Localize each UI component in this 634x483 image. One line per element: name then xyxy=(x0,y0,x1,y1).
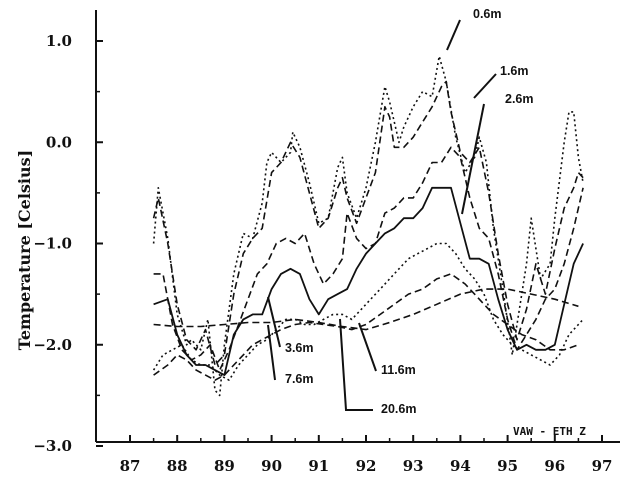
series-label: 3.6m xyxy=(285,341,314,355)
credit-label: VAW - ETH Z xyxy=(513,425,586,438)
series-line-2-6m xyxy=(154,147,583,370)
series-label: 20.6m xyxy=(381,402,416,416)
series-line-1-6m xyxy=(154,82,583,366)
x-tick-label: 95 xyxy=(497,457,518,475)
series-label: 11.6m xyxy=(381,363,416,377)
y-tick-label: −2.0 xyxy=(33,336,72,354)
x-tick-label: 88 xyxy=(167,457,188,475)
leader-line xyxy=(447,20,460,50)
series-label: 0.6m xyxy=(473,7,502,21)
y-axis-label: Temperature [Celsius] xyxy=(15,150,34,350)
series-lines xyxy=(154,56,583,395)
x-tick-label: 89 xyxy=(214,457,235,475)
series-label: 1.6m xyxy=(500,64,529,78)
series-line-20-6m xyxy=(154,289,579,330)
leader-line xyxy=(359,323,376,371)
y-tick-label: −3.0 xyxy=(33,437,72,455)
x-tick-label: 87 xyxy=(120,457,141,475)
leader-line xyxy=(474,74,496,98)
axes: 1.0 0.0 −1.0 −2.0 −3.0 87 88 89 90 91 92 93 94 95 96 97 xyxy=(33,10,620,475)
y-tick-label: −1.0 xyxy=(33,235,72,253)
leader-line xyxy=(462,104,484,214)
leader-line xyxy=(340,319,373,410)
x-tick-label: 92 xyxy=(356,457,377,475)
x-tick-label: 97 xyxy=(592,457,613,475)
series-label: 2.6m xyxy=(505,92,534,106)
x-tick-label: 94 xyxy=(450,457,471,475)
x-tick-label: 96 xyxy=(544,457,565,475)
y-tick-label: 0.0 xyxy=(46,133,72,151)
series-labels: 0.6m 1.6m 2.6m 3.6m 7.6m 11.6m 20.6m xyxy=(268,7,534,416)
x-tick-label: 93 xyxy=(403,457,424,475)
x-tick-label: 91 xyxy=(308,457,329,475)
series-line-0-6m xyxy=(154,56,583,395)
x-tick-label: 90 xyxy=(261,457,282,475)
y-tick-label: 1.0 xyxy=(46,32,72,50)
leader-line xyxy=(268,325,275,380)
series-label: 7.6m xyxy=(285,372,314,386)
